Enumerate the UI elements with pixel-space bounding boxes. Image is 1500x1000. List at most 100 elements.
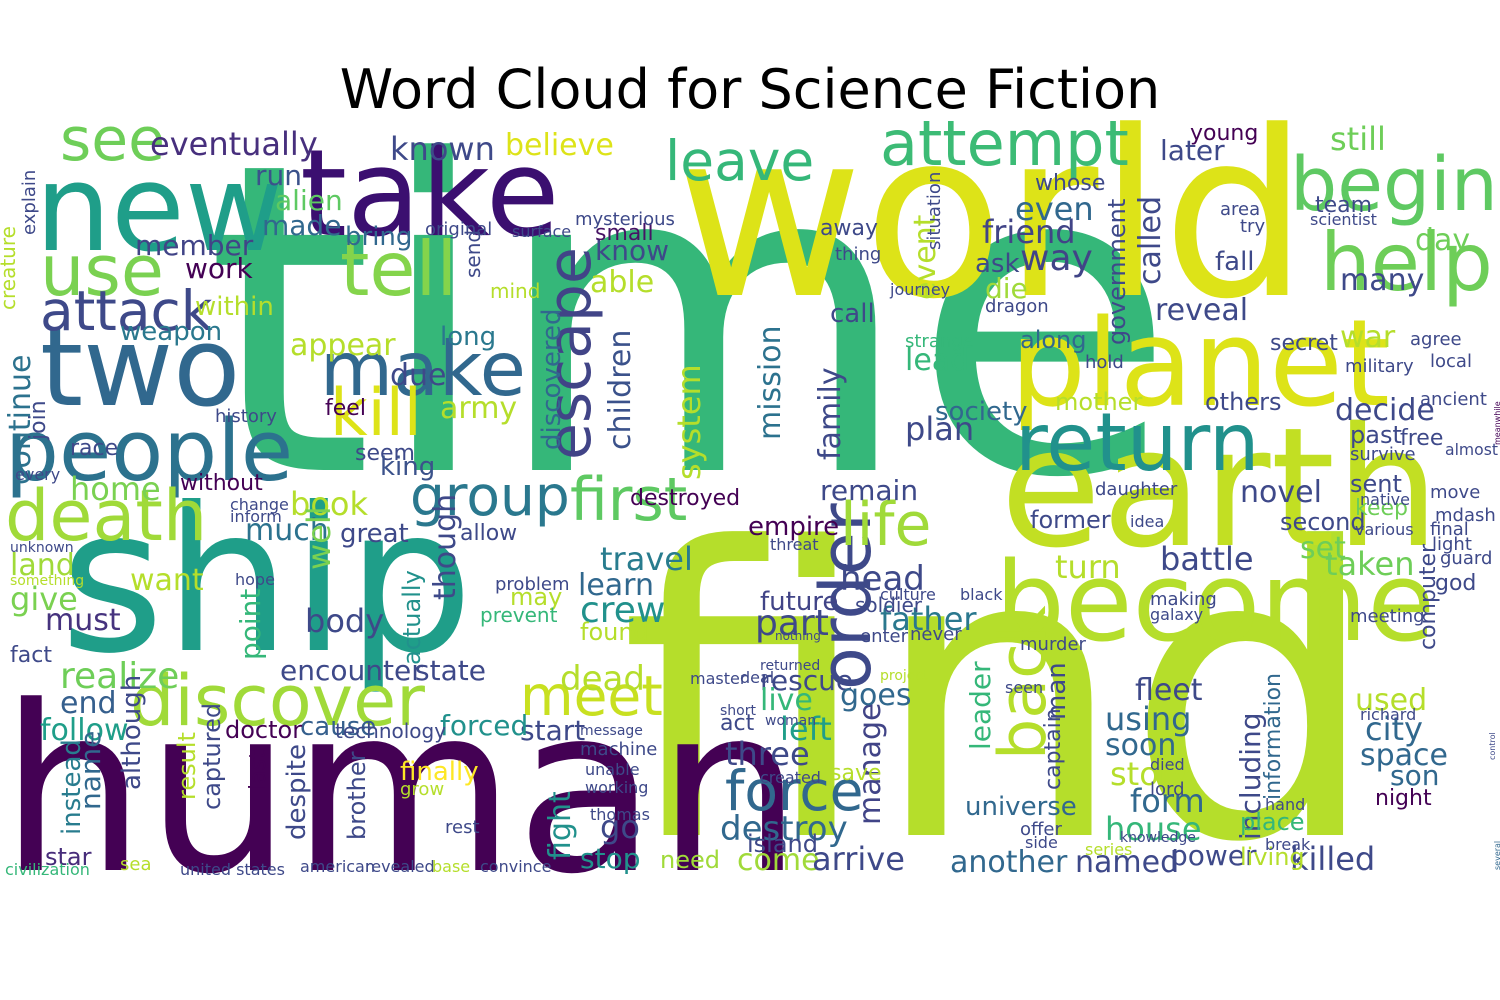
- cloud-word-left: left: [780, 710, 832, 748]
- cloud-word-two: two: [40, 303, 240, 431]
- cloud-word-mission: mission: [753, 325, 788, 440]
- cloud-word-free: free: [1400, 426, 1443, 451]
- cloud-word-turn: turn: [1055, 548, 1121, 586]
- cloud-word-area: area: [1220, 199, 1260, 220]
- cloud-word-result: result: [173, 732, 201, 800]
- cloud-word-body: body: [305, 602, 384, 640]
- cloud-word-final: final: [1430, 519, 1469, 540]
- cloud-word-meet: meet: [520, 664, 663, 728]
- cloud-word-father: father: [880, 600, 977, 638]
- cloud-word-secret: secret: [1270, 331, 1338, 356]
- cloud-word-dragon: dragon: [985, 296, 1049, 317]
- cloud-word-control: control: [1488, 732, 1497, 760]
- cloud-word-whose: whose: [1035, 171, 1105, 196]
- cloud-word-made: made: [262, 209, 341, 242]
- cloud-word-guard: guard: [1440, 548, 1492, 569]
- cloud-word-thomas: thomas: [590, 805, 650, 824]
- cloud-word-american: american: [300, 857, 375, 876]
- cloud-word-survive: survive: [1350, 444, 1416, 465]
- cloud-word-land: land: [10, 548, 75, 583]
- cloud-word-return: return: [1015, 396, 1260, 489]
- cloud-word-young: young: [1190, 121, 1258, 146]
- cloud-word-people: people: [5, 402, 293, 501]
- cloud-word-army: army: [440, 391, 517, 426]
- cloud-word-ancient: ancient: [1420, 389, 1487, 410]
- cloud-word-run: run: [255, 159, 302, 192]
- cloud-word-leave: leave: [665, 129, 814, 193]
- cloud-word-still: still: [1330, 120, 1386, 158]
- cloud-word-united-states: united states: [180, 860, 285, 879]
- cloud-word-stop: stop: [580, 842, 640, 875]
- cloud-word-allow: allow: [460, 521, 517, 546]
- cloud-word-nothing: nothing: [775, 629, 821, 643]
- cloud-word-earth: earth: [1000, 392, 1440, 584]
- cloud-word-fall: fall: [1215, 247, 1255, 277]
- cloud-word-group: group: [410, 464, 570, 528]
- cloud-word-explain: explain: [19, 170, 40, 235]
- cloud-word-take: take: [300, 125, 560, 264]
- cloud-word-home: home: [70, 470, 161, 508]
- cloud-word-taken: taken: [1325, 545, 1415, 583]
- cloud-word-mother: mother: [1055, 388, 1142, 416]
- cloud-word-along: along: [1020, 326, 1087, 354]
- cloud-word-die: die: [985, 272, 1028, 305]
- cloud-word-crew: crew: [580, 590, 665, 631]
- cloud-word-ask: ask: [975, 249, 1020, 279]
- cloud-word-soldier: soldier: [855, 593, 923, 617]
- cloud-word-culture: culture: [880, 585, 936, 604]
- cloud-word-family: family: [813, 367, 848, 460]
- cloud-word-start: start: [520, 714, 585, 747]
- cloud-word-master: master: [690, 669, 747, 688]
- cloud-word-kill: kill: [330, 376, 422, 451]
- cloud-word-information: information: [1261, 673, 1286, 800]
- cloud-word-returned: returned: [760, 658, 820, 674]
- cloud-word-believe: believe: [505, 128, 614, 163]
- cloud-word-meanwhile: meanwhile: [1493, 401, 1500, 445]
- cloud-word-future: future: [760, 587, 838, 617]
- cloud-word-many: many: [1340, 263, 1424, 298]
- cloud-word-try: try: [1240, 216, 1265, 237]
- cloud-word-new: new: [35, 140, 283, 279]
- cloud-word-place: place: [1240, 808, 1305, 836]
- cloud-word-every: every: [15, 465, 60, 484]
- cloud-word-seen: seen: [1005, 678, 1043, 697]
- cloud-word-captain: captain: [1041, 708, 1066, 790]
- cloud-word-well: well: [300, 506, 338, 570]
- cloud-word-must: must: [45, 603, 121, 638]
- cloud-word-destroyed: destroyed: [630, 486, 740, 511]
- cloud-word-short: short: [720, 703, 756, 719]
- cloud-word-send: send: [461, 230, 485, 278]
- cloud-word-convince: convince: [480, 857, 551, 876]
- cloud-word-something: something: [10, 573, 84, 589]
- cloud-word-war: war: [1340, 320, 1396, 355]
- cloud-word-star: star: [45, 843, 92, 871]
- cloud-word-decide: decide: [1335, 393, 1435, 428]
- cloud-word-dead: dead: [560, 659, 645, 699]
- page-title: Word Cloud for Science Fiction: [339, 58, 1161, 121]
- cloud-word-seem: seem: [355, 441, 415, 466]
- cloud-word-power: power: [1170, 839, 1257, 872]
- cloud-word-man: man: [1042, 662, 1072, 720]
- cloud-word-fleet: fleet: [1135, 673, 1203, 708]
- cloud-word-join: join: [26, 400, 51, 441]
- cloud-word-cause: cause: [300, 712, 376, 742]
- cloud-word-working: working: [585, 778, 648, 797]
- cloud-word-arrive: arrive: [812, 840, 905, 878]
- cloud-word-make: make: [320, 325, 526, 413]
- cloud-word-point: point: [234, 589, 267, 660]
- cloud-word-name: name: [74, 731, 107, 810]
- cloud-word-call: call: [830, 299, 875, 329]
- cloud-word-move: move: [1430, 482, 1480, 503]
- cloud-word-including: including: [1234, 712, 1267, 840]
- cloud-word-civilization: civilization: [5, 860, 90, 879]
- cloud-word-three: three: [725, 735, 810, 773]
- cloud-word-government: government: [1103, 199, 1131, 345]
- cloud-word-attack: attack: [40, 279, 213, 343]
- cloud-word-small: small: [595, 221, 654, 246]
- cloud-word-called: called: [1133, 196, 1168, 285]
- cloud-word-event: event: [908, 214, 943, 300]
- cloud-word-work: work: [185, 252, 254, 285]
- cloud-word-city: city: [1365, 710, 1423, 748]
- cloud-word-brother: brother: [343, 751, 371, 840]
